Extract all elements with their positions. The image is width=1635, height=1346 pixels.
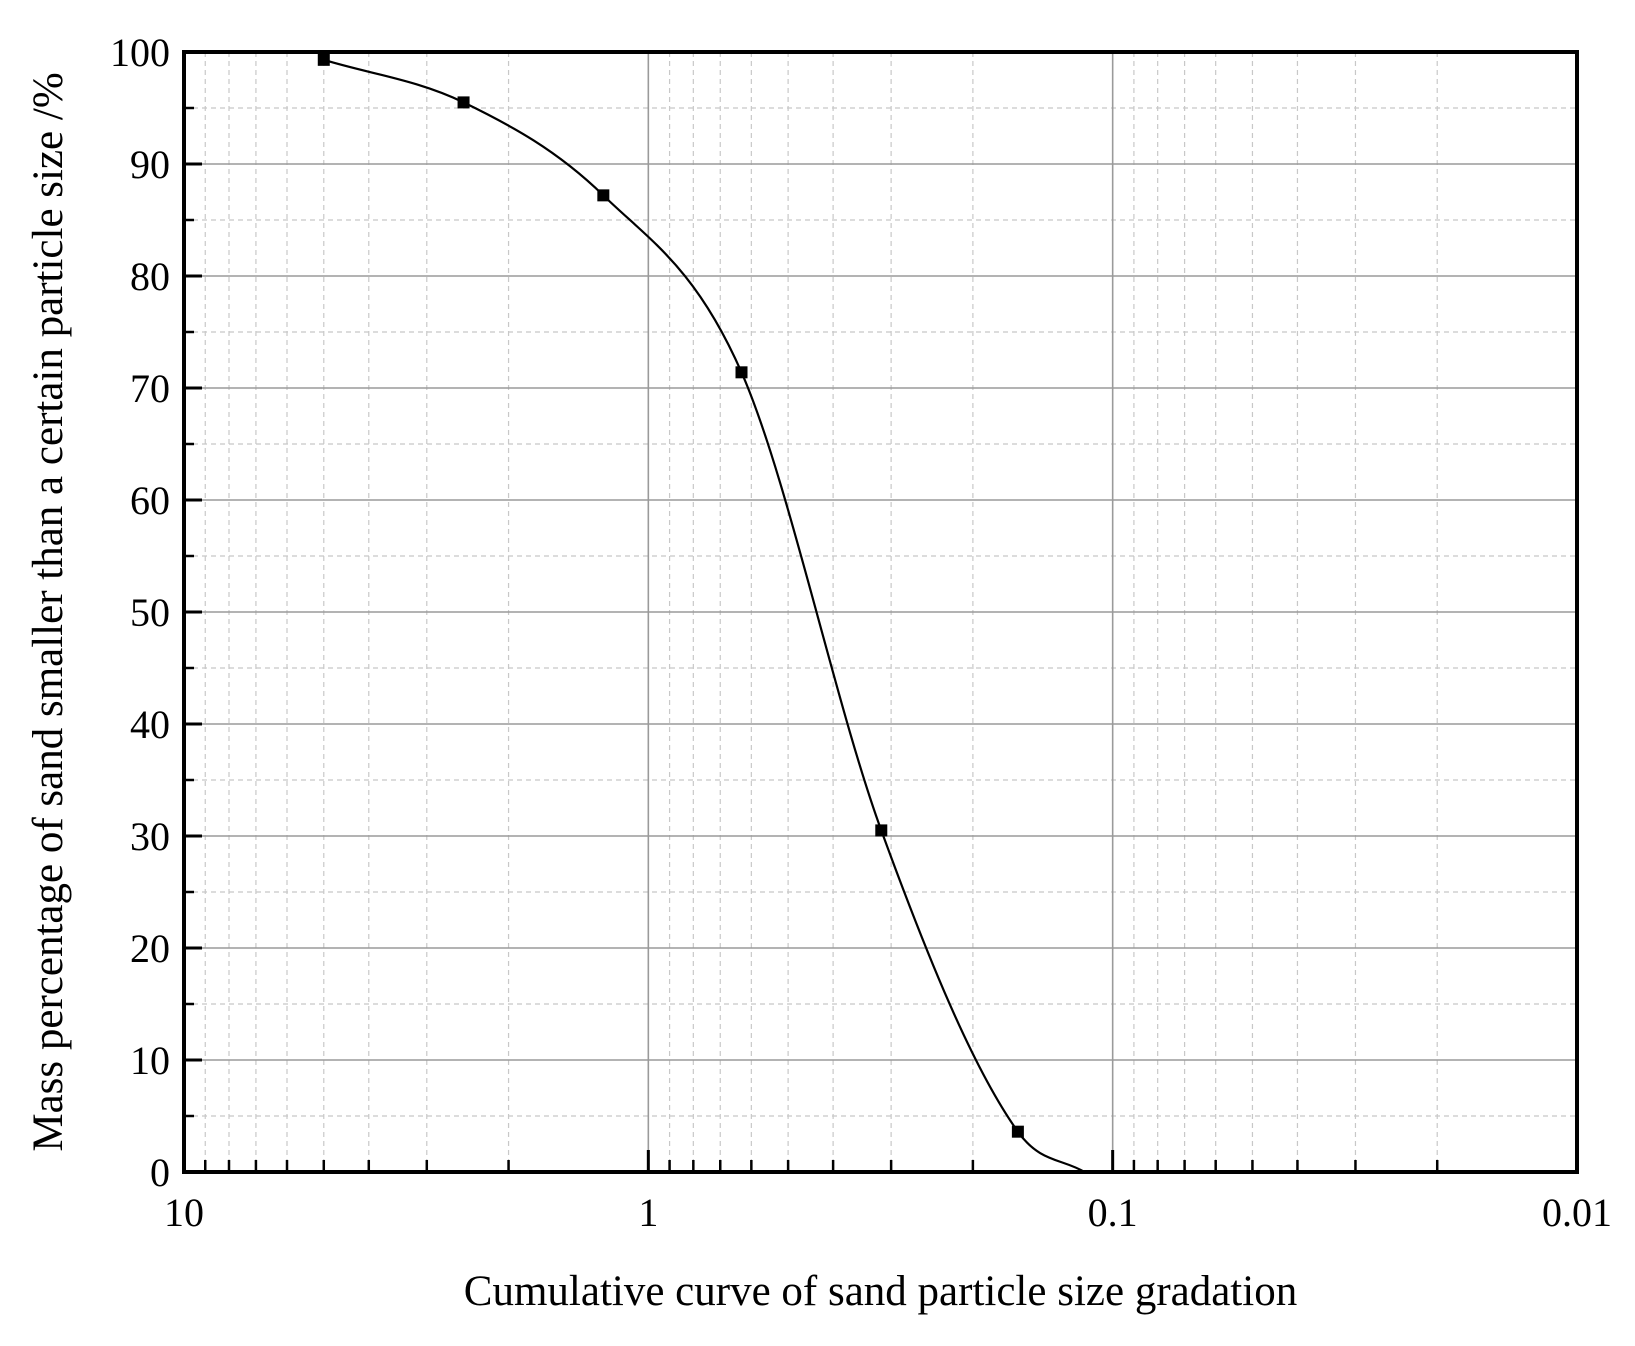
y-tick-label: 20 (130, 926, 170, 971)
x-tick-label: 0.1 (1088, 1190, 1138, 1235)
data-point-marker (457, 96, 470, 109)
y-tick-label: 90 (130, 142, 170, 187)
y-tick-label: 30 (130, 814, 170, 859)
plot-frame (182, 50, 1579, 1174)
x-tick-label: 0.01 (1542, 1190, 1612, 1235)
data-point-marker (597, 189, 610, 202)
y-tick-label: 10 (130, 1038, 170, 1083)
x-tick-label: 1 (638, 1190, 658, 1235)
y-tick-label: 100 (110, 30, 170, 75)
major-grid (184, 52, 1577, 1172)
gradation-curve (323, 58, 1086, 1173)
y-tick-label: 70 (130, 366, 170, 411)
curve-layer (323, 58, 1086, 1173)
data-point-marker (1011, 1125, 1024, 1138)
y-tick-label: 40 (130, 702, 170, 747)
marker-layer (317, 53, 1024, 1138)
y-tick-label: 80 (130, 254, 170, 299)
data-point-marker (735, 366, 748, 379)
y-tick-label: 60 (130, 478, 170, 523)
x-tick-label: 10 (164, 1190, 204, 1235)
y-tick-label: 0 (150, 1150, 170, 1195)
data-point-marker (875, 824, 888, 837)
y-tick-label: 50 (130, 590, 170, 635)
data-point-marker (317, 53, 330, 66)
y-axis-title: Mass percentage of sand smaller than a c… (25, 72, 72, 1151)
y-tick-labels: 0 10 20 30 40 50 60 70 80 90 100 (110, 30, 170, 1195)
x-tick-labels: 10 1 0.1 0.01 (164, 1190, 1612, 1235)
x-axis-title: Cumulative curve of sand particle size g… (464, 1268, 1297, 1315)
